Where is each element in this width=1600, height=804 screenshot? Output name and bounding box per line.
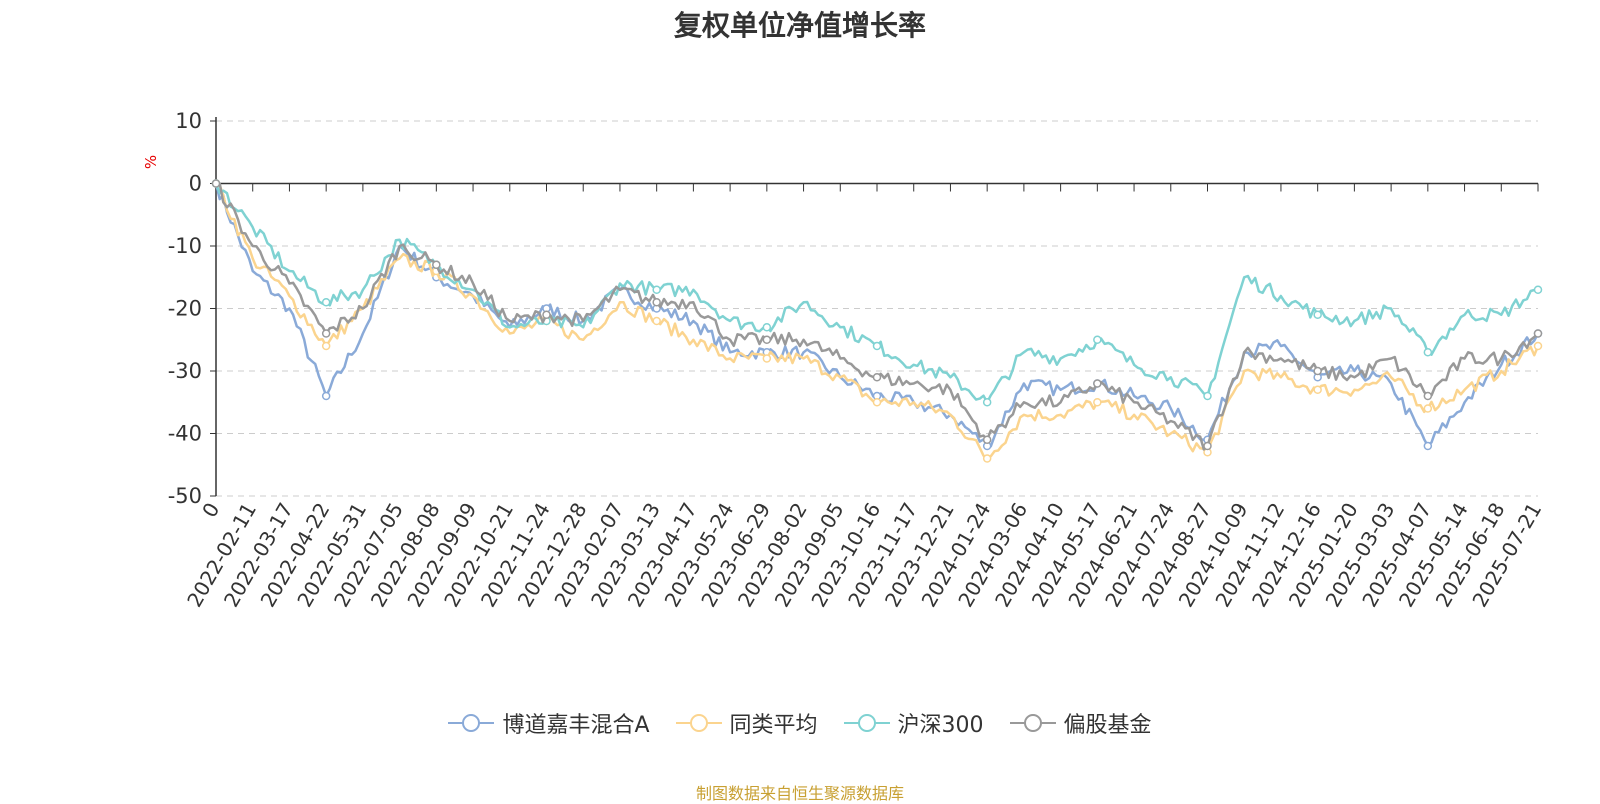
series-point-2[interactable] <box>1313 310 1322 319</box>
series-line-0 <box>214 183 1540 448</box>
legend-label-1: 同类平均 <box>729 713 818 738</box>
legend-item-3[interactable]: 偏股基金 <box>1009 707 1152 739</box>
y-tick-label: -20 <box>168 297 202 321</box>
series-point-3[interactable] <box>432 260 441 269</box>
series-point-3[interactable] <box>652 298 661 307</box>
chart-title: 复权单位净值增长率 <box>673 9 926 42</box>
legend: 博道嘉丰混合A 同类平均 沪深300 偏股基金 <box>0 706 1600 740</box>
series-point-1[interactable] <box>652 316 661 326</box>
series-point-3[interactable] <box>762 335 772 344</box>
series-point-2[interactable] <box>1533 285 1543 294</box>
series-point-3[interactable] <box>1533 329 1543 338</box>
grid-layer <box>216 120 1538 497</box>
series-point-1[interactable] <box>321 341 331 351</box>
series-point-2[interactable] <box>1423 348 1433 357</box>
source-note: 制图数据来自恒生聚源数据库 <box>695 784 904 803</box>
legend-item-0[interactable]: 博道嘉丰混合A <box>448 707 650 739</box>
y-tick-label: -10 <box>168 234 202 258</box>
y-tick-label: 10 <box>175 109 202 133</box>
y-tick-label: -50 <box>168 484 202 508</box>
y-tick-label: -40 <box>168 422 202 446</box>
series-point-1[interactable] <box>1313 385 1322 394</box>
series-layer <box>211 179 1543 463</box>
series-point-3[interactable] <box>1423 391 1433 401</box>
series-point-2[interactable] <box>762 323 772 332</box>
series-point-2[interactable] <box>1093 335 1102 344</box>
y-tick-label: 0 <box>189 172 202 196</box>
series-point-1[interactable] <box>982 454 992 463</box>
series-point-1[interactable] <box>1093 398 1102 407</box>
series-point-3[interactable] <box>872 373 882 382</box>
legend-marker-1 <box>675 714 722 732</box>
legend-label-0: 博道嘉丰混合A <box>502 713 650 738</box>
series-point-1[interactable] <box>762 354 772 363</box>
series-point-2[interactable] <box>982 398 992 407</box>
series-point-1[interactable] <box>1533 341 1543 351</box>
series-point-3[interactable] <box>1313 366 1322 376</box>
series-point-0[interactable] <box>321 391 331 401</box>
series-line-3 <box>216 182 1539 451</box>
legend-item-2[interactable]: 沪深300 <box>843 707 984 739</box>
series-line-1 <box>215 182 1540 460</box>
series-point-2[interactable] <box>652 285 661 294</box>
legend-label-2: 沪深300 <box>897 713 984 738</box>
series-point-2[interactable] <box>872 341 882 351</box>
legend-marker-3 <box>1009 714 1056 732</box>
legend-label-3: 偏股基金 <box>1063 713 1152 738</box>
series-point-2[interactable] <box>321 298 331 307</box>
series-point-2[interactable] <box>1203 391 1212 401</box>
series-point-3[interactable] <box>321 329 331 338</box>
axis-layer: 100-10-20-30-40-5002022-02-112022-03-172… <box>168 109 1547 611</box>
series-point-3[interactable] <box>982 435 992 444</box>
legend-item-1[interactable]: 同类平均 <box>675 707 818 739</box>
y-tick-label: -30 <box>168 359 202 383</box>
series-point-3[interactable] <box>211 179 221 188</box>
legend-marker-2 <box>843 714 890 732</box>
series-point-3[interactable] <box>542 310 551 319</box>
y-axis-unit-label: % <box>142 155 160 169</box>
series-point-3[interactable] <box>1093 379 1102 388</box>
series-point-0[interactable] <box>1423 441 1433 451</box>
x-tick-label: 0 <box>197 499 224 522</box>
series-point-3[interactable] <box>1203 441 1212 451</box>
series-point-1[interactable] <box>1423 404 1433 413</box>
legend-marker-0 <box>448 714 495 732</box>
series-point-1[interactable] <box>872 398 882 407</box>
